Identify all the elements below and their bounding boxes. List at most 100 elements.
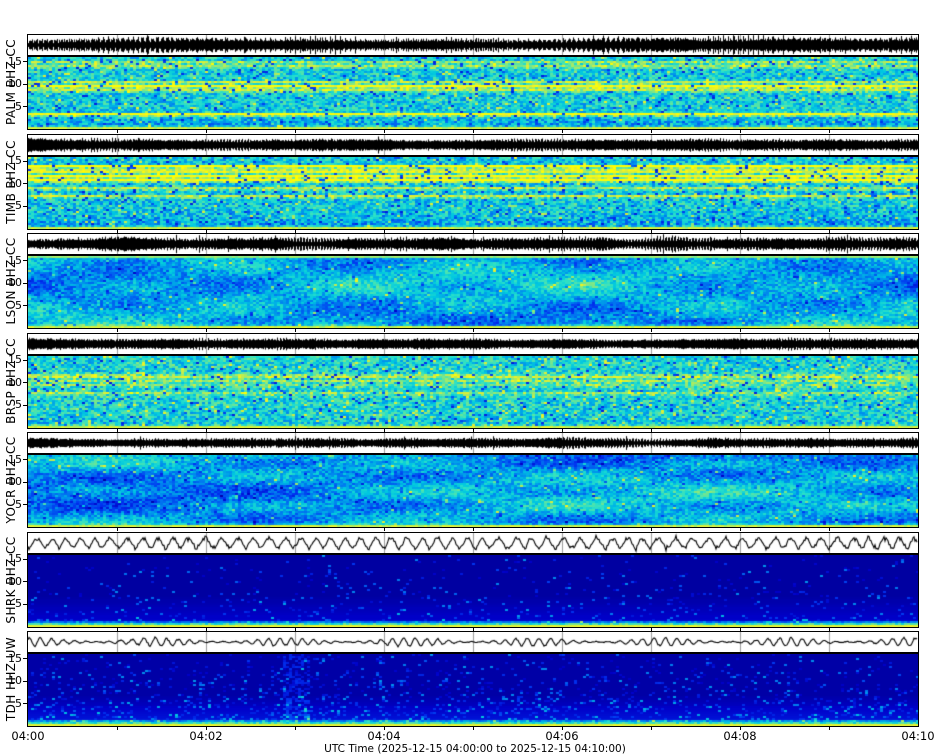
minute-tick-mark [384, 727, 385, 730]
minute-tick-mark [829, 627, 830, 631]
station-panel: TDH HHZ UW 15 10 5 [0, 631, 950, 731]
freq-tick-mark [23, 504, 27, 505]
minute-tick-mark [117, 627, 118, 631]
minute-tick-mark [295, 528, 296, 531]
minute-tick-mark [384, 627, 385, 631]
spectrogram-box [27, 653, 919, 727]
minute-tick-mark [117, 528, 118, 531]
minute-tick-mark [562, 528, 563, 531]
time-tick-label: 04:02 [189, 729, 223, 743]
time-tick-label: 04:08 [723, 729, 757, 743]
minute-tick-mark [295, 727, 296, 730]
freq-tick-label: 10 [8, 276, 22, 289]
x-axis-tick-labels: 04:00 04:02 04:04 04:06 04:08 04:10 [0, 730, 950, 744]
station-panel: YOCR BHZ CC 15 10 5 [0, 432, 950, 532]
waveform-strip [27, 233, 919, 255]
minute-tick-mark [651, 627, 652, 631]
freq-tick-mark [23, 282, 27, 284]
spectrogram-canvas [28, 554, 918, 627]
spectrogram-box [27, 553, 919, 628]
freq-tick-label: 15 [8, 353, 22, 366]
time-tick-label: 04:10 [901, 729, 935, 743]
freq-tick-mark [23, 183, 27, 184]
station-panel: BRSP BHZ CC 15 10 5 [0, 332, 950, 433]
minute-tick-mark [829, 229, 830, 233]
freq-tick-label: 15 [8, 452, 22, 466]
freq-tick-mark [23, 359, 27, 361]
freq-tick-mark [23, 558, 27, 560]
minute-tick-mark [651, 229, 652, 233]
time-tick-label: 04:00 [11, 729, 45, 743]
minute-tick-mark [295, 130, 296, 133]
waveform-strip [27, 432, 919, 454]
waveform-trace-canvas [28, 134, 918, 155]
minute-tick-mark [206, 528, 207, 531]
minute-tick-mark [651, 329, 652, 332]
freq-tick-label: 5 [15, 298, 22, 312]
minute-tick-mark [562, 428, 563, 432]
minute-tick-mark [651, 528, 652, 531]
waveform-trace-canvas [28, 433, 918, 453]
station-panel: LSON BHZ CC 15 10 5 [0, 233, 950, 333]
minute-tick-mark [206, 329, 207, 332]
minute-tick-mark [740, 428, 741, 432]
minute-tick-mark [651, 727, 652, 730]
minute-tick-mark [562, 329, 563, 332]
freq-tick-label: 15 [8, 253, 22, 267]
freq-tick-mark [23, 680, 27, 682]
minute-tick-mark [473, 229, 474, 233]
minute-tick-mark [206, 627, 207, 631]
minute-tick-mark [295, 627, 296, 631]
waveform-trace-canvas [28, 532, 918, 553]
time-tick-label: 04:04 [367, 729, 401, 743]
minute-tick-mark [384, 130, 385, 133]
minute-tick-mark [384, 229, 385, 233]
minute-tick-mark [384, 329, 385, 332]
station-panel: SHRK BHZ CC 15 10 5 [0, 531, 950, 632]
minute-tick-mark [473, 428, 474, 432]
minute-tick-mark [295, 329, 296, 332]
spectrogram-canvas [28, 455, 918, 527]
freq-tick-mark [23, 382, 27, 383]
freq-tick-mark [23, 205, 27, 207]
freq-tick-label: 5 [15, 199, 22, 212]
freq-tick-mark [23, 61, 27, 62]
freq-tick-label: 15 [8, 552, 22, 565]
station-panel: PALM BHZ CC 15 10 5 [0, 34, 950, 134]
minute-tick-mark [473, 130, 474, 133]
minute-tick-mark [206, 130, 207, 133]
minute-tick-mark [473, 528, 474, 531]
freq-tick-mark [23, 481, 27, 483]
freq-tick-label: 5 [15, 597, 22, 610]
minute-tick-mark [117, 130, 118, 133]
minute-tick-mark [829, 727, 830, 730]
freq-tick-label: 15 [8, 54, 22, 68]
minute-tick-mark [562, 627, 563, 631]
waveform-trace-canvas [28, 234, 918, 254]
minute-tick-mark [829, 329, 830, 332]
minute-tick-mark [829, 428, 830, 432]
station-panel: TIMB BHZ CC 15 10 5 [0, 133, 950, 234]
spectrogram-box [27, 454, 919, 528]
minute-tick-mark [206, 229, 207, 233]
freq-tick-label: 10 [8, 375, 22, 389]
freq-tick-label: 15 [8, 651, 22, 665]
freq-tick-label: 5 [15, 497, 22, 511]
minute-tick-mark [740, 329, 741, 332]
minute-tick-mark [740, 229, 741, 233]
spectrogram-canvas [28, 355, 918, 428]
minute-tick-mark [562, 229, 563, 233]
minute-tick-mark [651, 428, 652, 432]
waveform-strip [27, 332, 919, 355]
freq-tick-mark [23, 106, 27, 107]
waveform-strip [27, 133, 919, 156]
minute-tick-mark [384, 528, 385, 531]
minute-tick-mark [295, 428, 296, 432]
freq-tick-mark [23, 703, 27, 704]
minute-tick-mark [473, 329, 474, 332]
minute-tick-mark [206, 727, 207, 730]
minute-tick-mark [117, 229, 118, 233]
freq-tick-label: 5 [15, 398, 22, 411]
waveform-trace-canvas [28, 333, 918, 354]
